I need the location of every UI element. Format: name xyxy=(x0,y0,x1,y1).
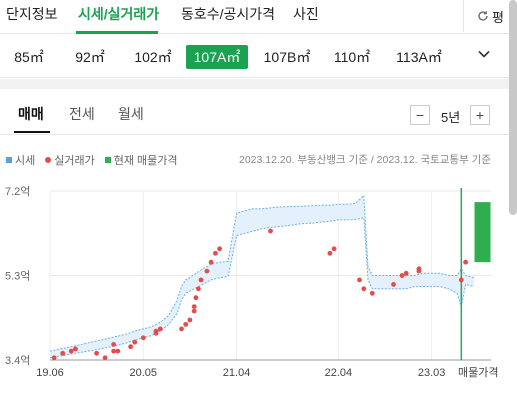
area-option[interactable]: 107B㎡ xyxy=(263,49,311,65)
area-option[interactable]: 92㎡ xyxy=(75,49,105,65)
transaction-point xyxy=(213,250,218,256)
transaction-point xyxy=(204,268,210,274)
active-tab-indicator xyxy=(76,31,158,34)
transaction-point xyxy=(331,246,337,252)
trade-type-tabs: 매매 전세 월세 xyxy=(0,100,517,136)
transaction-point xyxy=(140,335,146,341)
x-tick-label: 20.05 xyxy=(130,367,158,379)
tab-unit-public-price[interactable]: 동호수/공시가격 xyxy=(181,6,276,22)
transaction-point xyxy=(132,339,138,345)
refresh-icon xyxy=(478,11,488,21)
transaction-point xyxy=(327,250,333,256)
transaction-point xyxy=(187,317,193,323)
x-tick-label: 23.03 xyxy=(418,367,446,379)
transaction-point xyxy=(179,326,184,332)
transaction-point xyxy=(183,322,189,327)
transaction-point xyxy=(115,348,121,354)
tab-monthly-rent[interactable]: 월세 xyxy=(118,106,144,122)
transaction-point xyxy=(361,286,367,292)
price-chart[interactable]: 7.2억 5.3억 3.4억 19.06 20.05 21.04 22.04 23.03 매물가… xyxy=(0,170,517,404)
legend-label: 실거래가 xyxy=(54,155,95,167)
price-band-lower xyxy=(49,217,475,359)
transaction-point xyxy=(463,259,468,265)
transaction-point xyxy=(102,355,108,361)
transaction-point xyxy=(208,259,214,265)
tabs-baseline xyxy=(0,134,517,135)
legend-label: 시세 xyxy=(15,155,36,167)
transaction-point xyxy=(399,273,405,278)
tab-complex-info[interactable]: 단지정보 xyxy=(6,6,58,22)
legend-item-listing: 현재 매물가격 xyxy=(104,152,178,168)
legend-swatch xyxy=(104,157,111,163)
chevron-down-icon[interactable] xyxy=(476,46,492,62)
legend-swatch xyxy=(45,157,52,163)
transaction-point xyxy=(196,286,201,292)
transaction-point xyxy=(153,328,159,334)
scrollbar[interactable] xyxy=(509,0,517,215)
transaction-point xyxy=(51,355,57,361)
y-tick-label: 3.4억 xyxy=(5,354,30,367)
area-option[interactable]: 85㎡ xyxy=(14,49,44,65)
transaction-point xyxy=(191,308,197,314)
tab-jeonse[interactable]: 전세 xyxy=(69,106,95,122)
price-band-upper xyxy=(49,194,475,352)
top-nav: 단지정보 시세/실거래가 동호수/공시가격 사진 평 xyxy=(0,0,517,34)
area-option[interactable]: 110㎡ xyxy=(333,49,371,65)
unit-toggle-label: 평 xyxy=(492,9,504,25)
legend-item-transactions: 실거래가 xyxy=(45,152,95,168)
y-tick-label: 5.3억 xyxy=(5,270,30,283)
transaction-point xyxy=(416,268,422,274)
x-tick-label: 22.04 xyxy=(325,367,353,379)
x-tick-label: 21.04 xyxy=(223,367,251,379)
legend-swatch xyxy=(6,157,12,163)
legend-item-price: 시세 xyxy=(6,152,35,168)
tab-sale[interactable]: 매매 xyxy=(18,106,44,122)
transaction-point xyxy=(94,350,99,356)
area-option[interactable]: 102㎡ xyxy=(134,49,172,65)
transaction-point xyxy=(391,282,396,287)
transaction-point xyxy=(217,246,223,252)
price-band-area xyxy=(50,195,474,358)
period-increase-button[interactable]: + xyxy=(470,105,490,125)
area-option[interactable]: 113A㎡ xyxy=(396,49,442,65)
area-selector: 85㎡ 92㎡ 102㎡ 107A㎡ 107B㎡ 110㎡ 113A㎡ xyxy=(0,34,517,78)
active-trade-tab-indicator xyxy=(14,131,50,133)
period-value: 5년 xyxy=(441,110,461,125)
chart-legend: 시세 실거래가 현재 매물가격 xyxy=(6,152,178,168)
transaction-point xyxy=(111,348,116,354)
tab-price[interactable]: 시세/실거래가 xyxy=(78,6,160,22)
transaction-point xyxy=(157,326,163,332)
transaction-point xyxy=(268,228,273,234)
transaction-point xyxy=(111,342,116,347)
transaction-point xyxy=(458,277,464,283)
tab-photos[interactable]: 사진 xyxy=(293,6,319,22)
section-divider xyxy=(0,79,517,89)
period-decrease-button[interactable]: − xyxy=(410,105,430,125)
transaction-point xyxy=(403,270,409,276)
area-option-selected[interactable]: 107A㎡ xyxy=(186,45,248,69)
transaction-point xyxy=(193,295,199,301)
transaction-point xyxy=(68,348,74,354)
transaction-point xyxy=(128,344,134,350)
y-tick-label: 7.2억 xyxy=(5,185,30,198)
x-tick-label: 매물가격 xyxy=(458,366,498,379)
x-tick-label: 19.06 xyxy=(36,367,64,379)
legend-label: 현재 매물가격 xyxy=(113,155,178,167)
transaction-point xyxy=(73,346,78,352)
data-source-note: 2023.12.20. 부동산뱅크 기준 / 2023.12. 국토교통부 기준 xyxy=(238,154,491,166)
unit-toggle-button[interactable]: 평 xyxy=(463,0,517,32)
transaction-point xyxy=(369,290,375,296)
transaction-point xyxy=(60,350,66,356)
transaction-point xyxy=(357,277,362,283)
listing-price-bar xyxy=(474,202,491,263)
transaction-point xyxy=(191,304,197,309)
transaction-point xyxy=(198,277,204,283)
